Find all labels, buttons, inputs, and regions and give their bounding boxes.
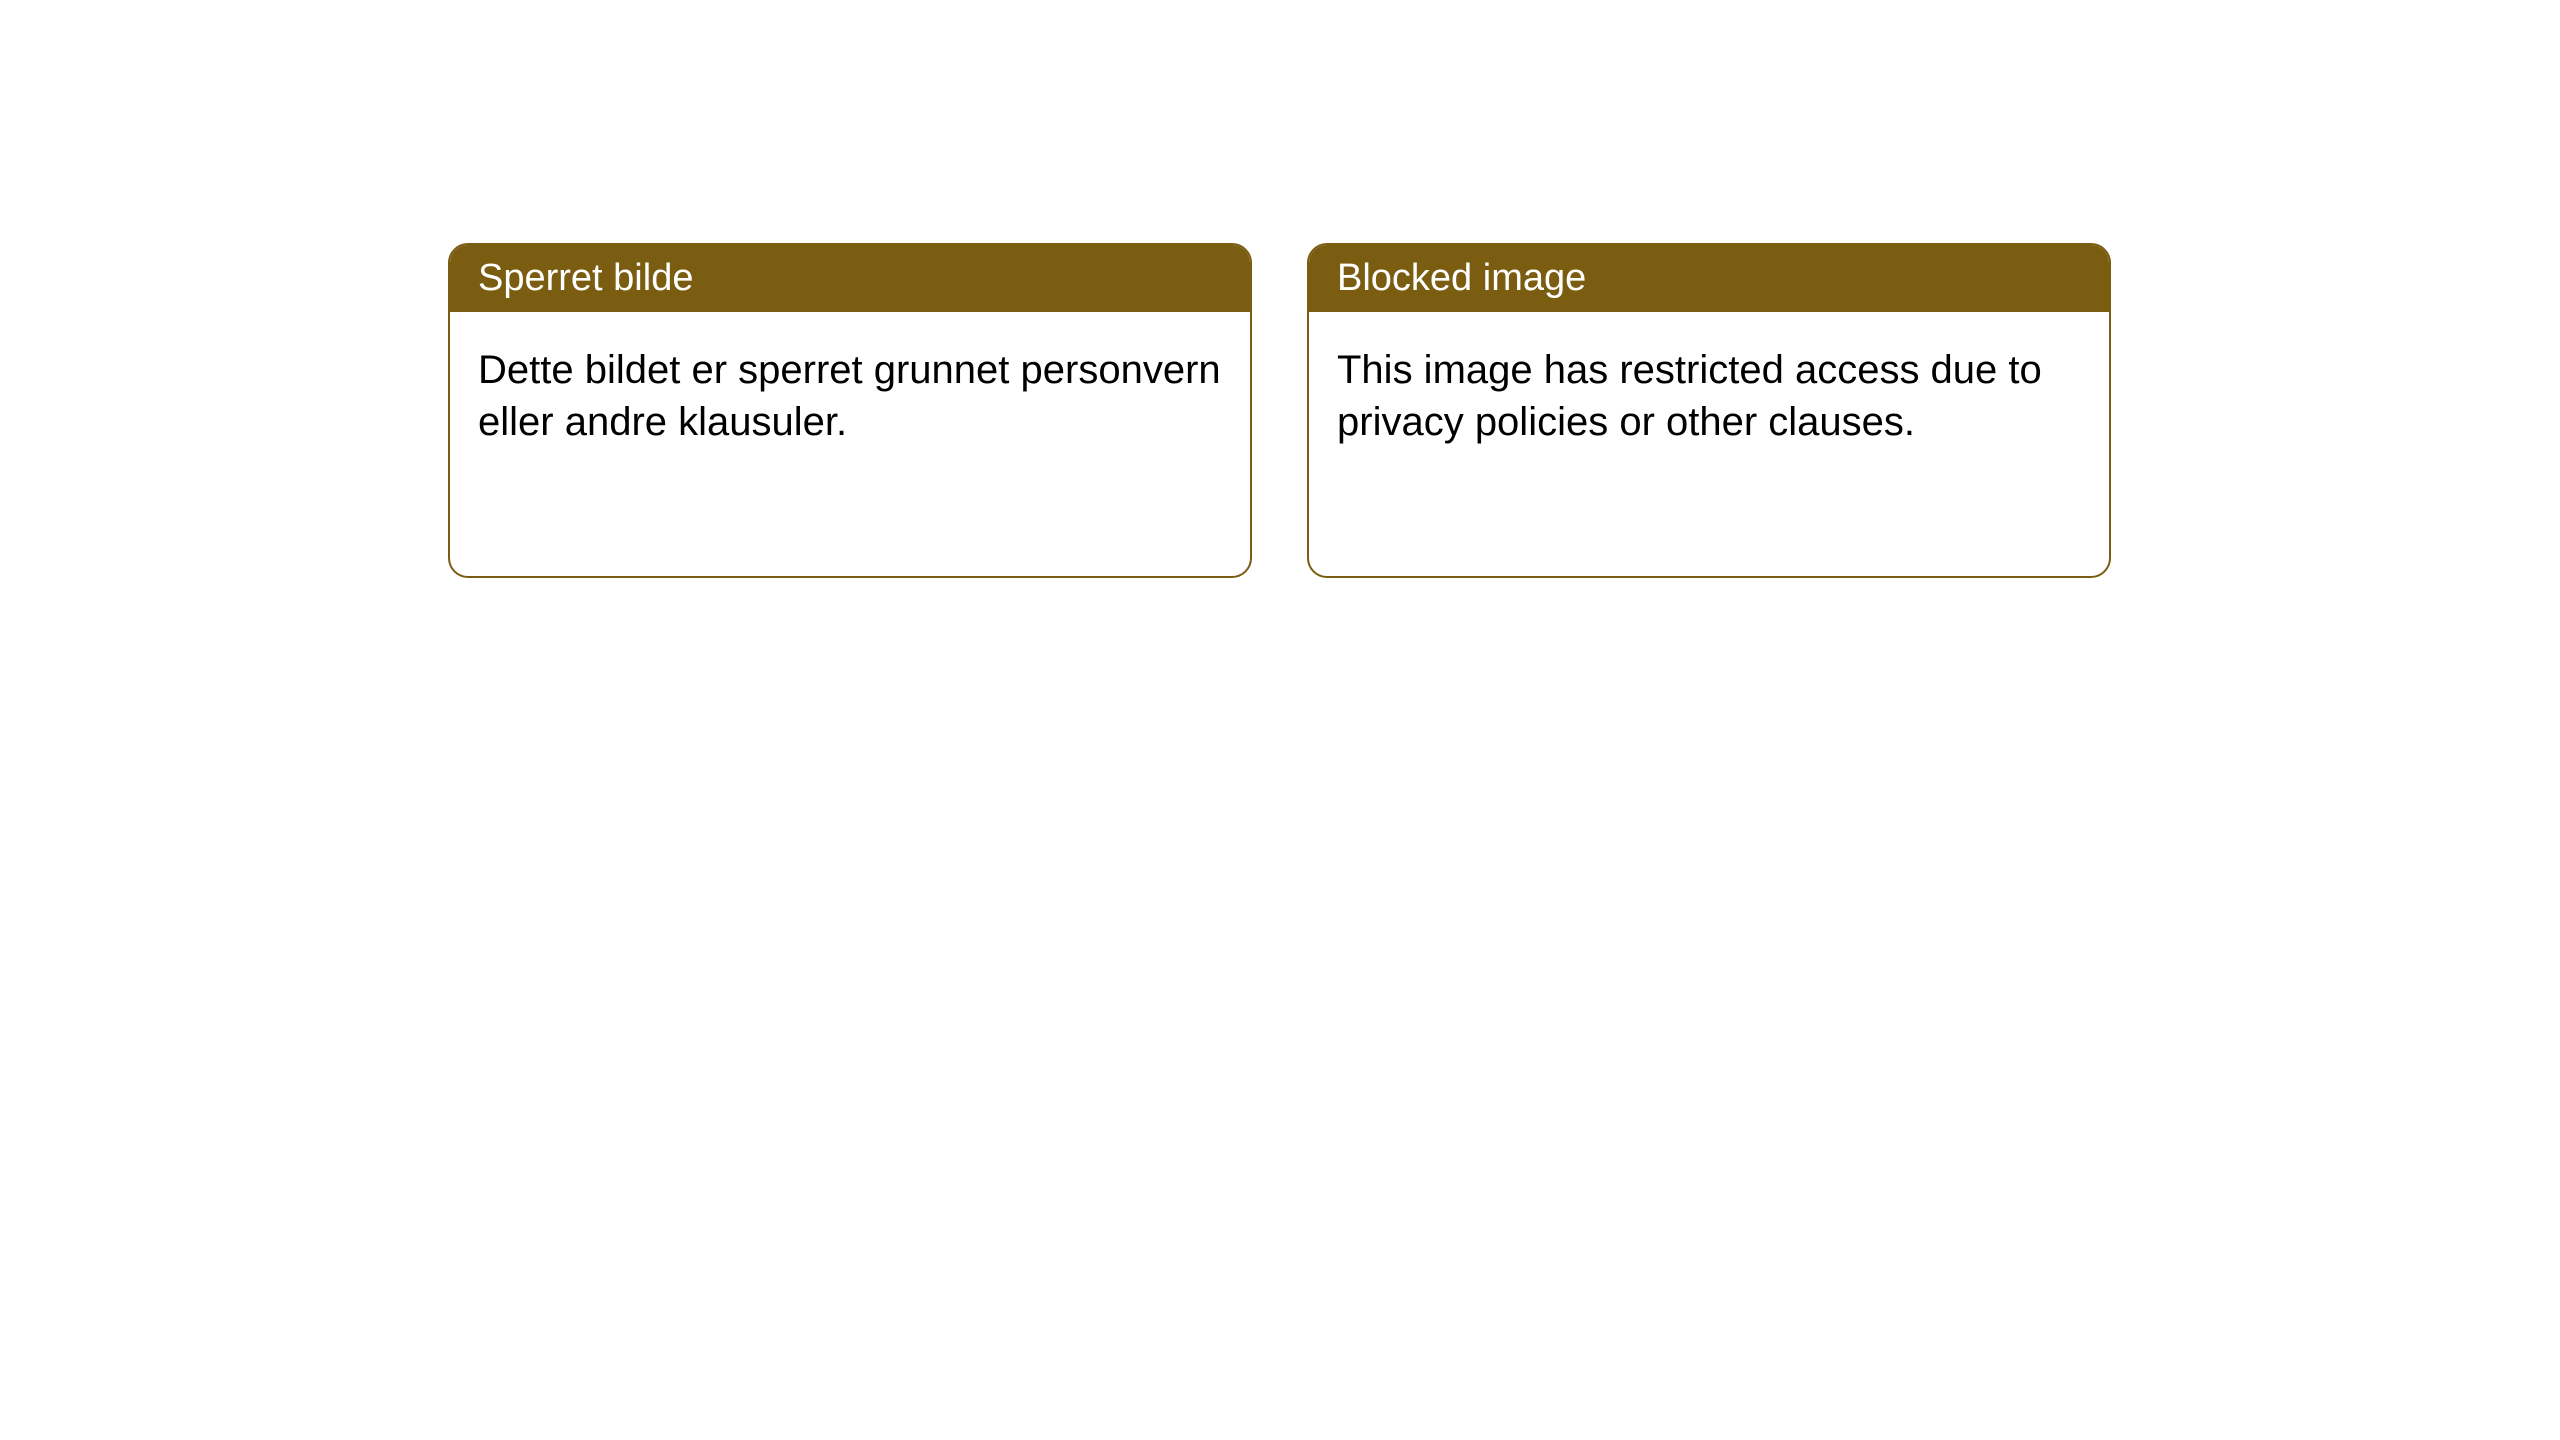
notice-card-norwegian: Sperret bilde Dette bildet er sperret gr…	[448, 243, 1252, 578]
card-header: Sperret bilde	[450, 245, 1250, 312]
card-body: Dette bildet er sperret grunnet personve…	[450, 312, 1250, 480]
notice-card-english: Blocked image This image has restricted …	[1307, 243, 2111, 578]
card-body: This image has restricted access due to …	[1309, 312, 2109, 480]
card-title: Blocked image	[1337, 257, 1586, 299]
card-body-text: Dette bildet er sperret grunnet personve…	[478, 348, 1221, 444]
notice-cards-container: Sperret bilde Dette bildet er sperret gr…	[448, 243, 2111, 578]
card-body-text: This image has restricted access due to …	[1337, 348, 2042, 444]
card-header: Blocked image	[1309, 245, 2109, 312]
card-title: Sperret bilde	[478, 257, 693, 299]
